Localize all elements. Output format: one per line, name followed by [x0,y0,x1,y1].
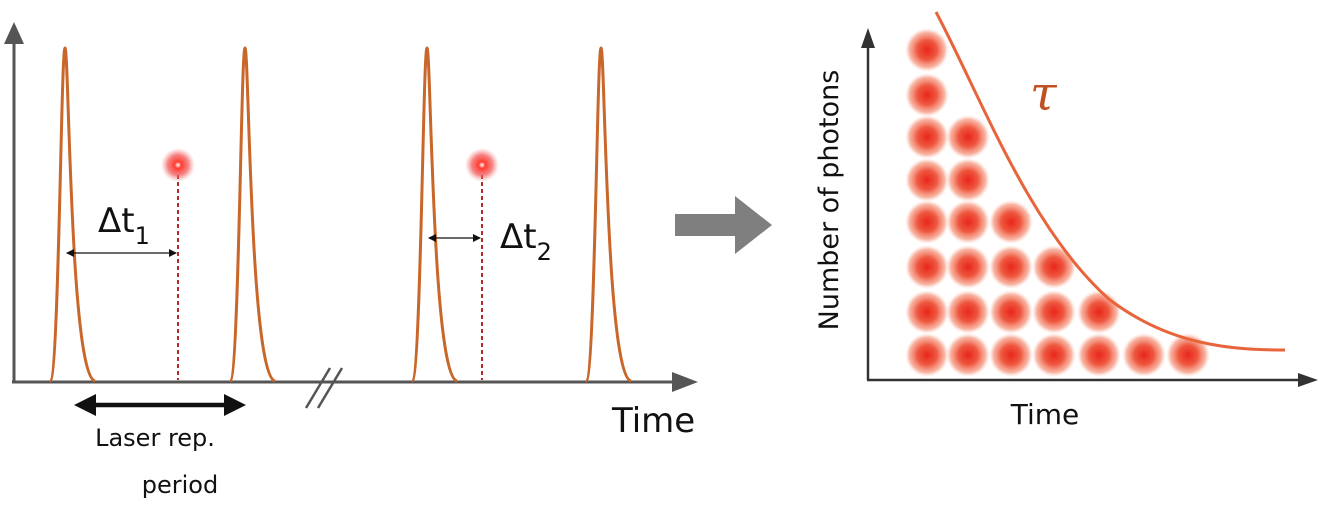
photon-events [161,148,499,380]
photon-histogram [905,28,1210,377]
delta-t1-label: Δt1 [98,201,150,250]
delta-t2-subscript: 2 [537,238,552,266]
right-axes [861,28,1318,387]
period-label-line1: Laser rep. [95,424,215,452]
delta-arrows [66,234,481,257]
delta-t2-label: Δt2 [500,217,552,266]
period-arrow [74,394,246,416]
delta-t2-symbol: Δt [500,217,537,257]
left-axes [4,22,698,409]
decay-curve [934,11,1286,352]
delta-t1-subscript: 1 [135,222,150,250]
transition-arrow [675,196,772,254]
period-label-line2: period [142,471,218,499]
left-x-axis-label: Time [611,401,695,441]
decay-label: τ [1030,66,1058,122]
laser-pulses [48,46,632,383]
delta-t1-symbol: Δt [98,201,135,241]
right-x-axis-label: Time [1010,398,1080,431]
right-y-axis-label: Number of photons [814,70,845,331]
